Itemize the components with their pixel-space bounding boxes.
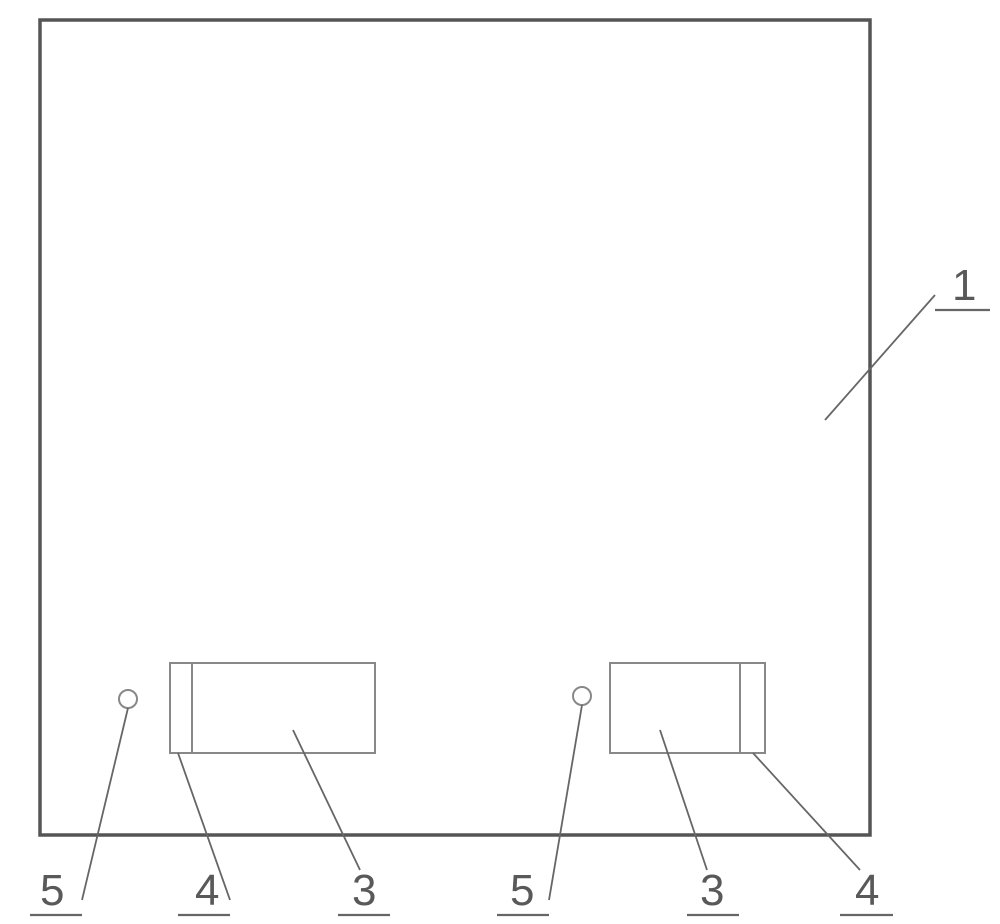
label-1: 1 [952,261,976,310]
label-3-right: 3 [700,866,724,915]
label-5-left: 5 [40,866,64,915]
inner-rect-left-part-3 [170,663,375,753]
label-4-left: 4 [195,866,219,915]
circle-left-part-5 [119,690,137,708]
label-4-right: 4 [855,866,879,915]
leader-1 [825,295,935,420]
label-5-right: 5 [510,866,534,915]
outer-rect-part-1 [40,20,870,835]
circle-right-part-5 [573,687,591,705]
leader-5-left [82,708,128,900]
label-3-left: 3 [352,866,376,915]
diagram-canvas: 1 5 4 3 5 3 4 [0,0,1000,924]
leader-5-right [549,705,582,900]
leader-3-left [293,730,360,870]
leader-4-right [753,753,860,870]
inner-rect-right-part-3 [610,663,765,753]
leader-3-right [660,730,707,870]
